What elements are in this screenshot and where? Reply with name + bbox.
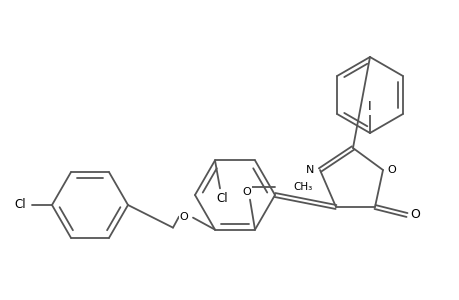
Text: Cl: Cl — [216, 192, 227, 205]
Text: I: I — [367, 100, 371, 113]
Text: O: O — [242, 187, 251, 196]
Text: O: O — [387, 165, 396, 175]
Text: O: O — [409, 208, 419, 221]
Text: O: O — [179, 212, 188, 222]
Text: CH₃: CH₃ — [292, 182, 312, 192]
Text: N: N — [305, 165, 313, 175]
Text: Cl: Cl — [14, 199, 26, 212]
